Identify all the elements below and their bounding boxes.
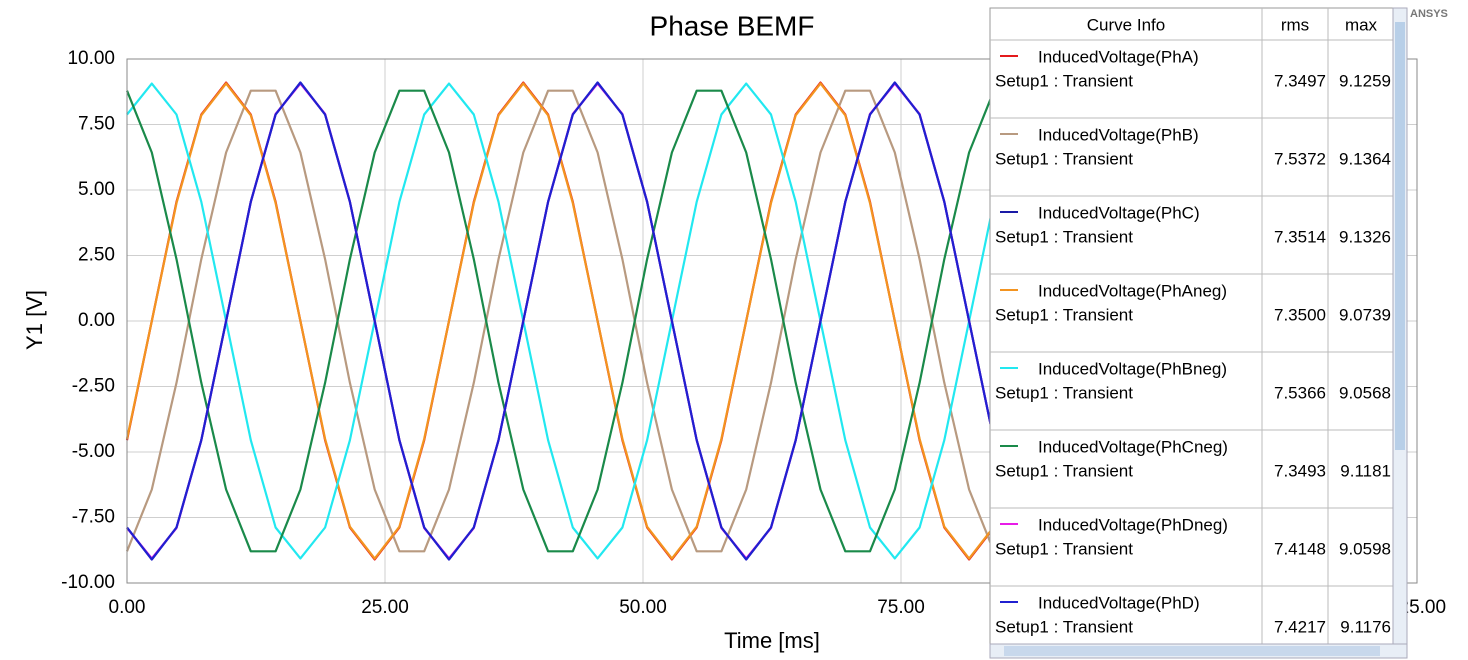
legend-max: 9.0568 — [1339, 383, 1391, 402]
legend-max: 9.0598 — [1339, 539, 1391, 558]
x-tick-label: 25.00 — [361, 597, 409, 618]
chart-title: Phase BEMF — [650, 10, 815, 41]
legend-rms: 7.3514 — [1274, 227, 1326, 246]
x-tick-label: 50.00 — [619, 597, 667, 618]
legend-setup: Setup1 : Transient — [995, 383, 1133, 402]
legend-setup: Setup1 : Transient — [995, 71, 1133, 90]
legend-label: InducedVoltage(PhAneg) — [1038, 281, 1227, 300]
legend: Curve Info rms max InducedVoltage(PhA) Se… — [989, 7, 1408, 659]
scrollbar-thumb[interactable] — [1395, 22, 1405, 450]
x-tick-label: 75.00 — [877, 597, 925, 618]
legend-setup: Setup1 : Transient — [995, 305, 1133, 324]
x-axis-title: Time [ms] — [724, 628, 820, 653]
y-tick-label: 2.50 — [78, 245, 115, 266]
series-line — [126, 82, 995, 560]
legend-rms: 7.4217 — [1274, 617, 1326, 636]
legend-setup: Setup1 : Transient — [995, 461, 1133, 480]
series-line — [125, 89, 995, 553]
y-tick-label: -2.50 — [72, 376, 115, 397]
legend-setup: Setup1 : Transient — [995, 539, 1133, 558]
legend-header: rms — [1281, 15, 1309, 34]
legend-rms: 7.3493 — [1274, 461, 1326, 480]
plot-lines — [125, 81, 995, 561]
y-tick-label: -5.00 — [72, 441, 115, 462]
legend-box — [989, 7, 1394, 645]
legend-max: 9.1176 — [1340, 617, 1391, 636]
series-line — [126, 81, 995, 561]
legend-rms: 7.4148 — [1274, 539, 1326, 558]
series-line — [125, 89, 995, 553]
y-tick-label: -10.00 — [61, 572, 115, 593]
legend-label: InducedVoltage(PhA) — [1038, 47, 1199, 66]
legend-max: 9.1326 — [1339, 227, 1391, 246]
y-tick-label: 7.50 — [78, 114, 115, 135]
scrollbar-thumb[interactable] — [1004, 646, 1380, 656]
legend-rms: 7.5366 — [1274, 383, 1326, 402]
legend-header: Curve Info — [1087, 15, 1165, 34]
brand: ANSYS — [1410, 8, 1448, 20]
legend-label: InducedVoltage(PhD) — [1038, 593, 1200, 612]
x-tick-label: 0.00 — [109, 597, 146, 618]
y-tick-label: 5.00 — [78, 179, 115, 200]
y-axis-title: Y1 [V] — [22, 290, 47, 350]
legend-rms: 7.3497 — [1274, 71, 1326, 90]
legend-max: 9.1364 — [1339, 149, 1391, 168]
legend-max: 9.0739 — [1339, 305, 1391, 324]
legend-setup: Setup1 : Transient — [995, 227, 1133, 246]
plot-frame — [126, 58, 1418, 584]
legend-setup: Setup1 : Transient — [995, 149, 1133, 168]
legend-max: 9.1181 — [1340, 461, 1391, 480]
legend-max: 9.1259 — [1339, 71, 1391, 90]
legend-label: InducedVoltage(PhC) — [1038, 203, 1200, 222]
legend-label: InducedVoltage(PhBneg) — [1038, 359, 1227, 378]
legend-header: max — [1345, 15, 1378, 34]
legend-rms: 7.3500 — [1274, 305, 1326, 324]
y-tick-label: 0.00 — [78, 310, 115, 331]
legend-label: InducedVoltage(PhB) — [1038, 125, 1199, 144]
legend-label: InducedVoltage(PhDneg) — [1038, 515, 1228, 534]
y-tick-label: -7.50 — [72, 507, 115, 528]
legend-setup: Setup1 : Transient — [995, 617, 1133, 636]
legend-rms: 7.5372 — [1274, 149, 1326, 168]
legend-label: InducedVoltage(PhCneg) — [1038, 437, 1228, 456]
y-tick-label: 10.00 — [67, 48, 115, 69]
